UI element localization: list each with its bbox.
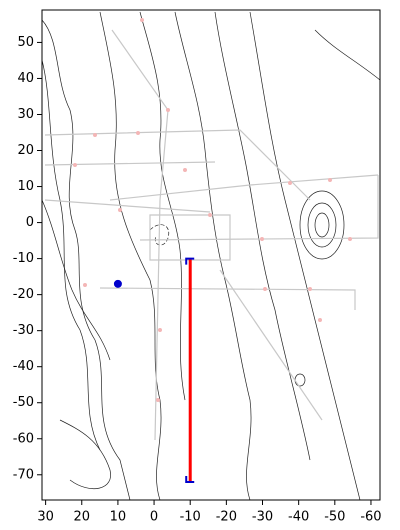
y-tick-label: 30: [17, 107, 34, 122]
terrain: [41, 11, 381, 501]
x-tick-label: 30: [37, 510, 54, 525]
x-tick-label: -60: [360, 510, 381, 525]
y-tick-label: -50: [13, 395, 34, 410]
y-tick-label: -10: [13, 251, 34, 266]
survey-lines: [44, 29, 379, 441]
y-tick-label: -70: [13, 467, 34, 482]
y-tick-label: -20: [13, 287, 34, 302]
x-tick-label: -30: [252, 510, 273, 525]
y-tick-label: 0: [26, 215, 34, 230]
x-tick-label: 0: [150, 510, 158, 525]
x-tick-label: 10: [110, 510, 127, 525]
x-tick-label: -50: [324, 510, 345, 525]
plot-frame: [41, 9, 381, 501]
y-tick-label: 40: [17, 71, 34, 86]
y-tick-label: -40: [13, 359, 34, 374]
y-tick-label: -30: [13, 323, 34, 338]
x-tick-label: -40: [288, 510, 309, 525]
x-tick-label: 20: [73, 510, 90, 525]
point: [113, 279, 122, 288]
y-tick-label: -60: [13, 431, 34, 446]
y-tick-label: 50: [17, 35, 34, 50]
y-tick-label: 10: [17, 179, 34, 194]
track-end: [185, 257, 195, 265]
x-tick-label: -10: [180, 510, 201, 525]
sample-points: [73, 18, 352, 402]
track-end: [185, 475, 195, 483]
x-tick-label: -20: [216, 510, 237, 525]
y-tick-label: 20: [17, 143, 34, 158]
